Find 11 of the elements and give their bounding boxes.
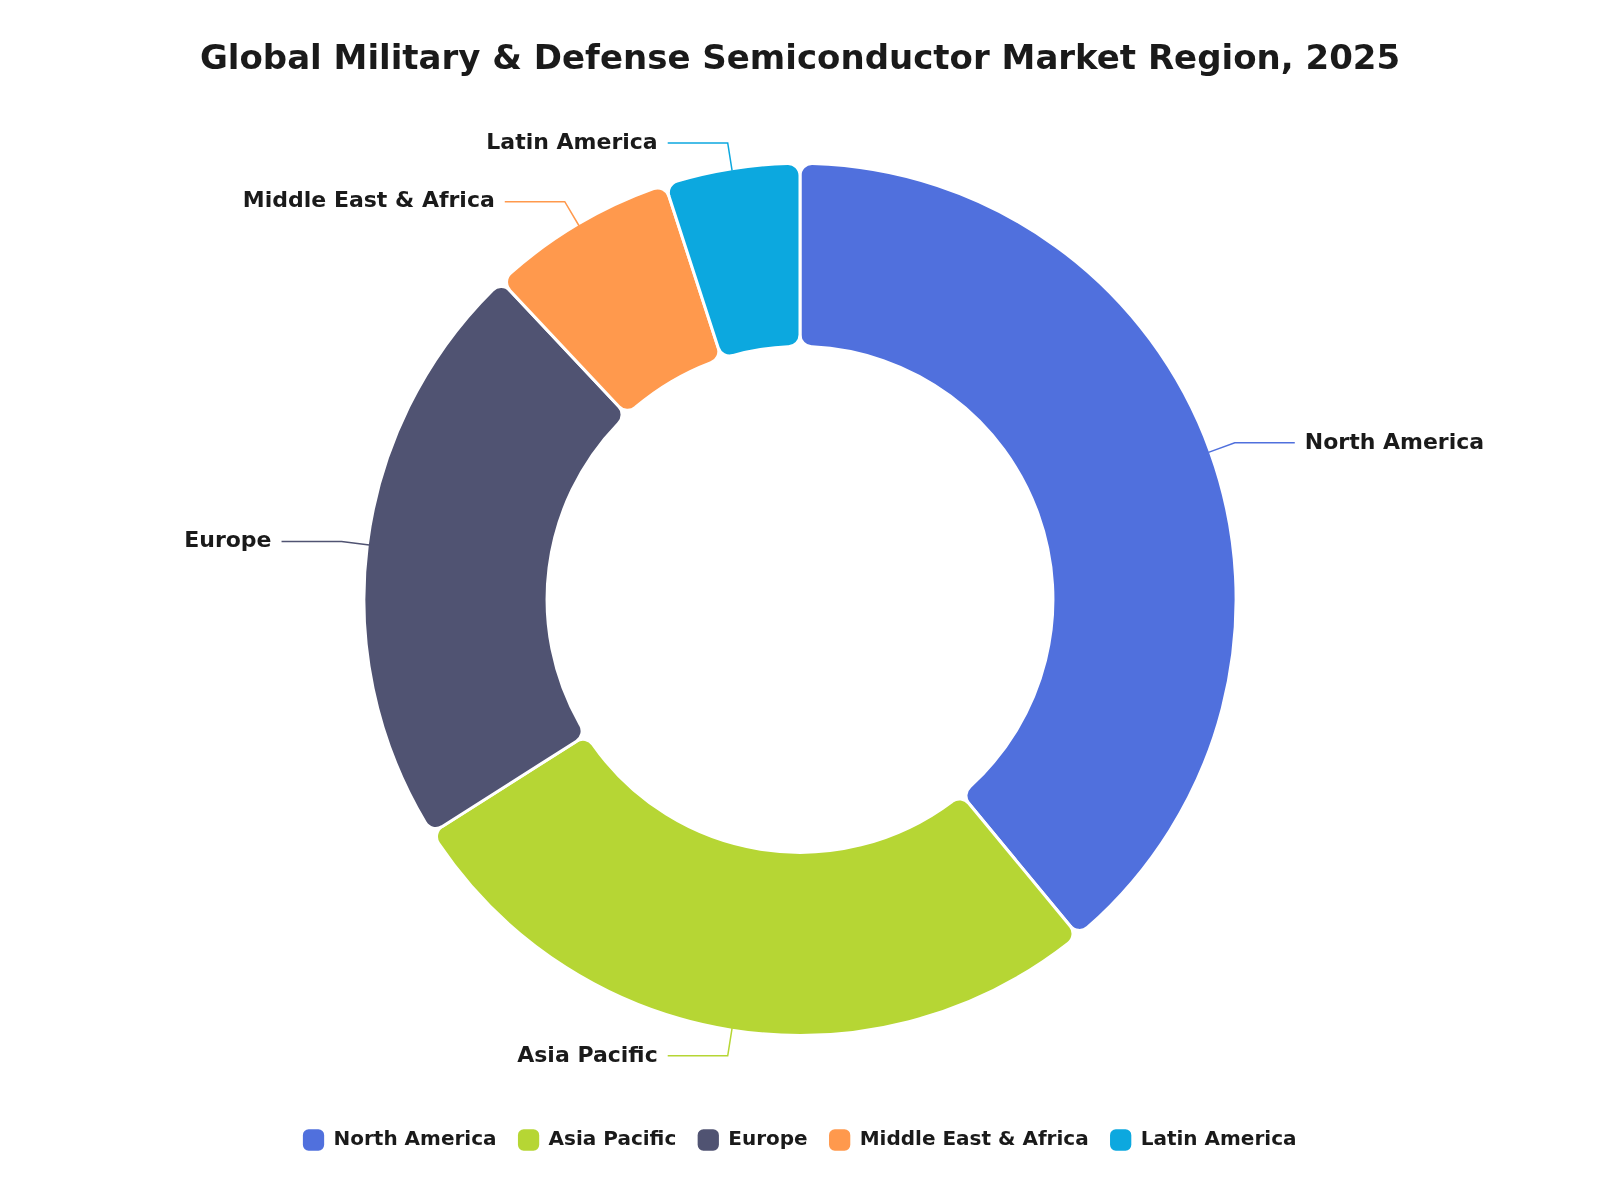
legend-label: Latin America (1140, 1126, 1297, 1151)
slice-label: Asia Pacific (517, 1041, 658, 1067)
slice-label: Middle East & Africa (242, 187, 495, 213)
chart-title: Global Military & Defense Semiconductor Market Region, 2025 (199, 37, 1401, 78)
legend-label: North America (333, 1126, 497, 1151)
slice-label: Latin America (486, 128, 658, 154)
legend-label: Asia Pacific (548, 1126, 677, 1151)
legend-label: Middle East & Africa (859, 1126, 1089, 1151)
slice-label: North America (1304, 428, 1485, 454)
slice-label: Europe (184, 527, 272, 553)
legend-label: Europe (728, 1126, 808, 1151)
